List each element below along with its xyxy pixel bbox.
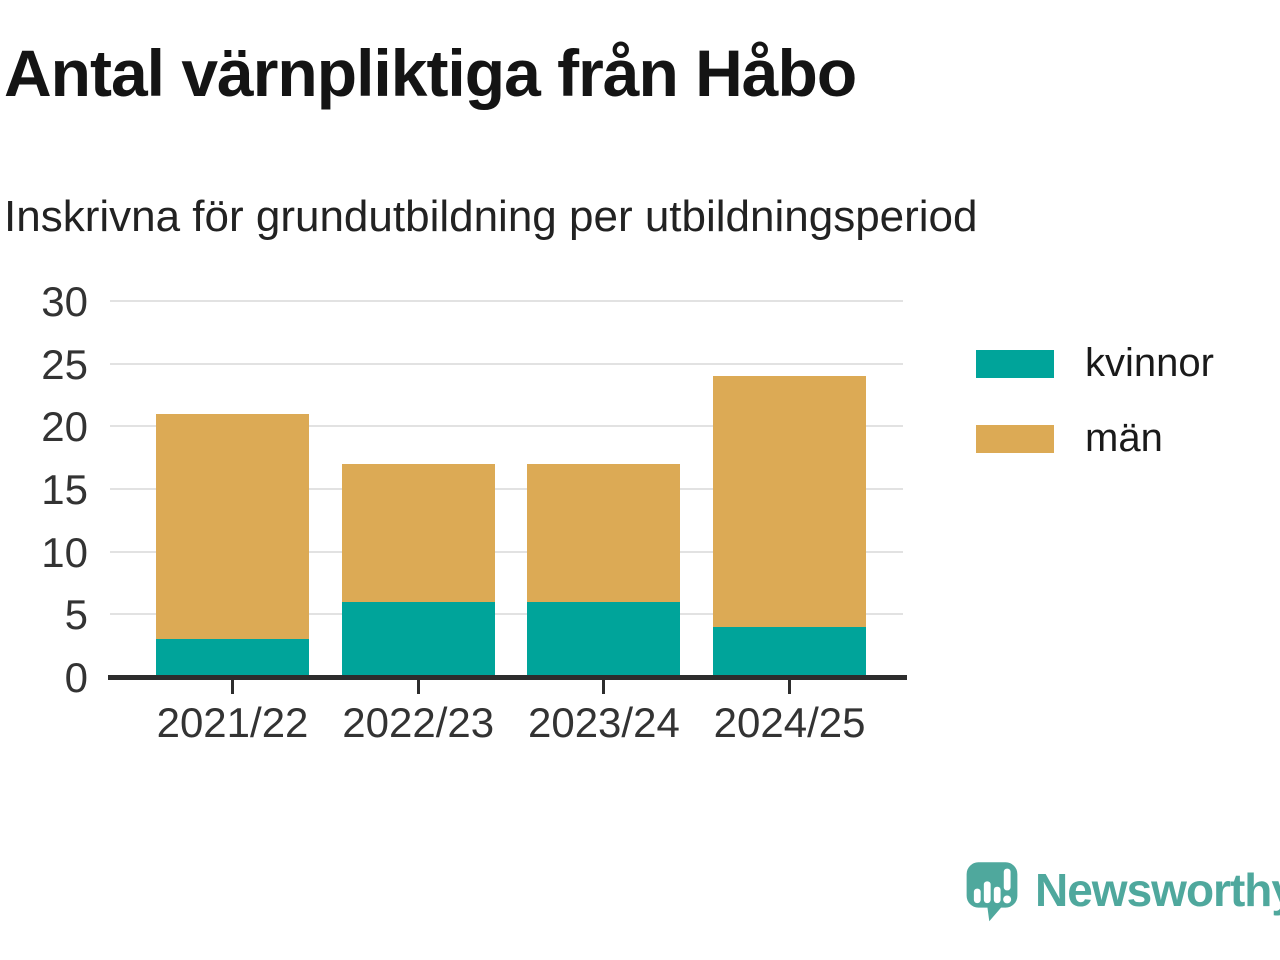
x-tick-2022-23 bbox=[416, 680, 420, 694]
y-tick-label-30: 30 bbox=[41, 278, 88, 325]
chart-subtitle: Inskrivna för grundutbildning per utbild… bbox=[4, 192, 978, 241]
legend-item-kvinnor: kvinnor bbox=[976, 341, 1214, 386]
y-tick-label-10: 10 bbox=[41, 528, 88, 576]
legend-swatch-kvinnor bbox=[976, 349, 1054, 378]
gridline-10 bbox=[110, 550, 903, 553]
y-tick-label-5: 5 bbox=[64, 591, 88, 639]
x-tick-label-2023-24: 2023/24 bbox=[527, 699, 680, 746]
gridline-15 bbox=[110, 488, 903, 490]
x-tick-label-2021-22: 2021/22 bbox=[156, 699, 309, 746]
newsworthy-branding: Newsworthy bbox=[963, 860, 1280, 928]
y-tick-label-15: 15 bbox=[41, 466, 88, 513]
gridline-30 bbox=[110, 300, 903, 302]
bar-2022-23-kvinnor bbox=[341, 601, 495, 677]
newsworthy-logo-text: Newsworthy bbox=[1035, 864, 1280, 916]
legend-label-män: män bbox=[1085, 416, 1163, 460]
x-tick-label-2022-23: 2022/23 bbox=[342, 699, 495, 746]
legend-swatch-män bbox=[976, 424, 1054, 453]
bar-2022-23-män bbox=[341, 463, 495, 602]
x-tick-2023-24 bbox=[602, 680, 606, 694]
bar-2023-24-män bbox=[527, 463, 681, 602]
legend: kvinnor män bbox=[976, 341, 1214, 491]
newsworthy-logo-icon bbox=[966, 862, 1018, 922]
y-tick-label-20: 20 bbox=[41, 403, 88, 451]
gridline-25 bbox=[110, 362, 903, 365]
x-axis-line bbox=[108, 675, 907, 680]
x-tick-label-2024-25: 2024/25 bbox=[713, 699, 866, 746]
bar-2024-25-män bbox=[713, 376, 867, 627]
y-tick-label-25: 25 bbox=[41, 340, 88, 388]
y-tick-label-0: 0 bbox=[64, 654, 88, 701]
bar-2021-22-kvinnor bbox=[156, 639, 309, 677]
bar-2023-24-kvinnor bbox=[527, 601, 681, 677]
x-tick-2021-22 bbox=[231, 680, 234, 694]
gridline-5 bbox=[110, 613, 903, 616]
legend-item-män: män bbox=[976, 416, 1214, 461]
legend-label-kvinnor: kvinnor bbox=[1085, 341, 1214, 385]
bar-2021-22-män bbox=[156, 413, 309, 640]
gridline-20 bbox=[110, 425, 903, 428]
bar-2024-25-kvinnor bbox=[713, 626, 867, 677]
x-tick-2024-25 bbox=[788, 680, 792, 694]
chart-title: Antal värnpliktiga från Håbo bbox=[4, 36, 857, 110]
